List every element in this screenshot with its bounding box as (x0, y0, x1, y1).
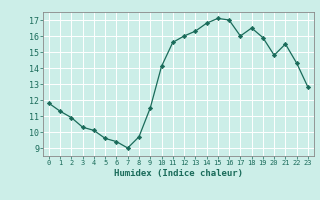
X-axis label: Humidex (Indice chaleur): Humidex (Indice chaleur) (114, 169, 243, 178)
